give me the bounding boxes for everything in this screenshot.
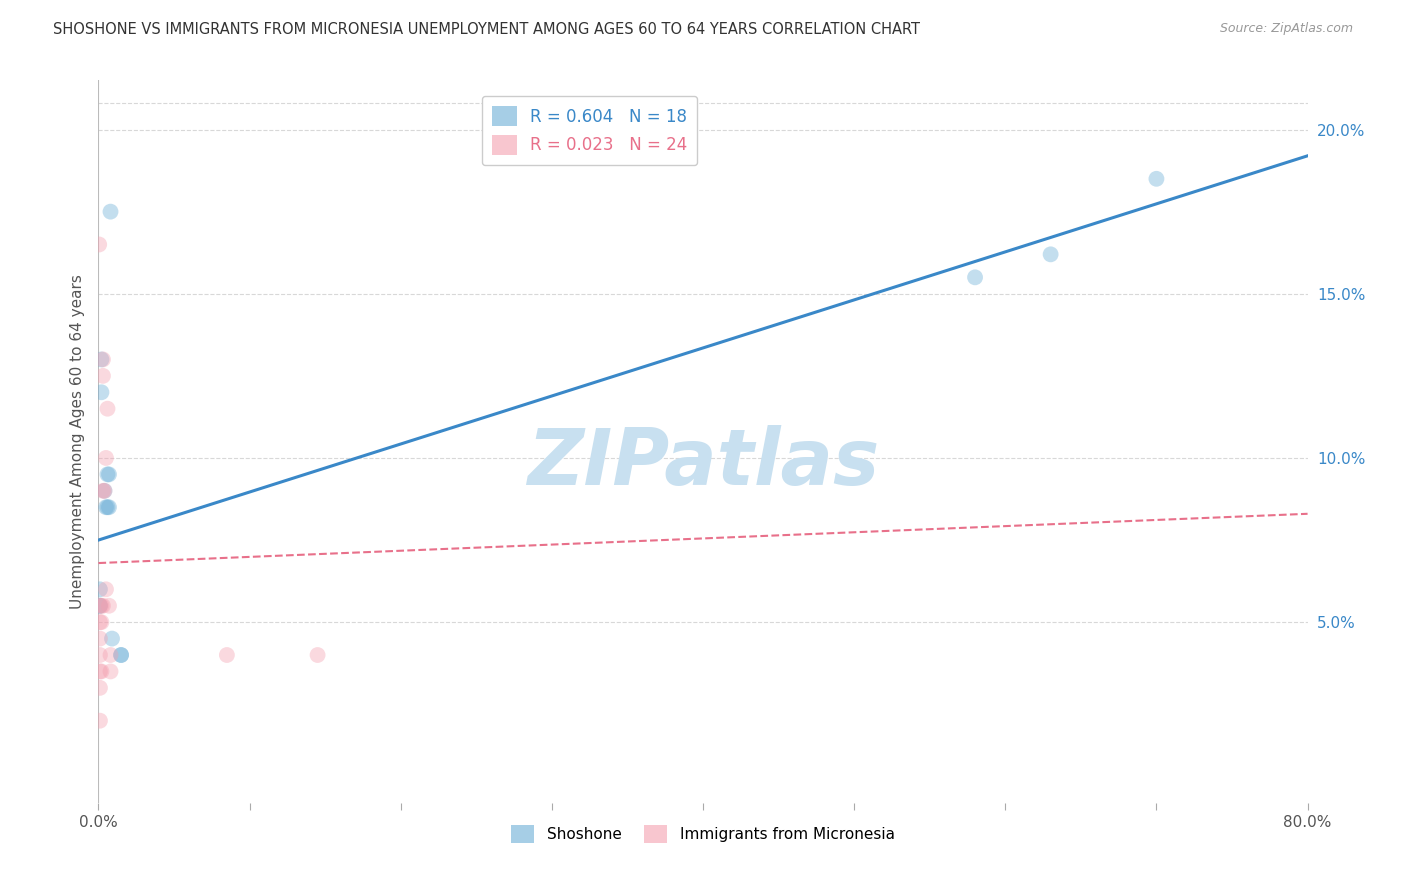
Point: [89, 681, 111, 695]
Point: [89, 599, 111, 613]
Point: [101, 632, 124, 646]
Point: [93, 483, 115, 498]
Point: [89, 599, 111, 613]
Point: [89, 582, 111, 597]
Point: [89, 237, 111, 252]
Point: [96, 401, 118, 416]
Point: [90, 352, 112, 367]
Point: [98, 500, 121, 515]
Point: [100, 648, 122, 662]
Point: [94, 450, 117, 465]
Point: [89, 648, 111, 662]
Point: [91, 368, 114, 383]
Point: [110, 648, 132, 662]
Point: [96, 500, 118, 515]
Point: [94, 500, 117, 515]
Point: [89, 632, 111, 646]
Point: [91, 483, 114, 498]
Point: [965, 270, 987, 285]
Point: [90, 599, 112, 613]
Point: [93, 483, 115, 498]
Point: [215, 648, 238, 662]
Point: [89, 615, 111, 630]
Point: [100, 204, 122, 219]
Point: [91, 599, 114, 613]
Point: [94, 582, 117, 597]
Text: Source: ZipAtlas.com: Source: ZipAtlas.com: [1219, 22, 1353, 36]
Point: [110, 648, 132, 662]
Point: [89, 714, 111, 728]
Point: [91, 352, 114, 367]
Point: [89, 599, 111, 613]
Point: [90, 385, 112, 400]
Y-axis label: Unemployment Among Ages 60 to 64 years: Unemployment Among Ages 60 to 64 years: [69, 274, 84, 609]
Point: [1144, 171, 1167, 186]
Text: ZIPatlas: ZIPatlas: [527, 425, 879, 501]
Point: [307, 648, 329, 662]
Text: SHOSHONE VS IMMIGRANTS FROM MICRONESIA UNEMPLOYMENT AMONG AGES 60 TO 64 YEARS CO: SHOSHONE VS IMMIGRANTS FROM MICRONESIA U…: [53, 22, 921, 37]
Point: [100, 665, 122, 679]
Legend: Shoshone, Immigrants from Micronesia: Shoshone, Immigrants from Micronesia: [505, 819, 901, 849]
Point: [89, 665, 111, 679]
Point: [90, 615, 112, 630]
Point: [96, 467, 118, 482]
Point: [98, 599, 121, 613]
Point: [1039, 247, 1062, 261]
Point: [98, 467, 121, 482]
Point: [90, 665, 112, 679]
